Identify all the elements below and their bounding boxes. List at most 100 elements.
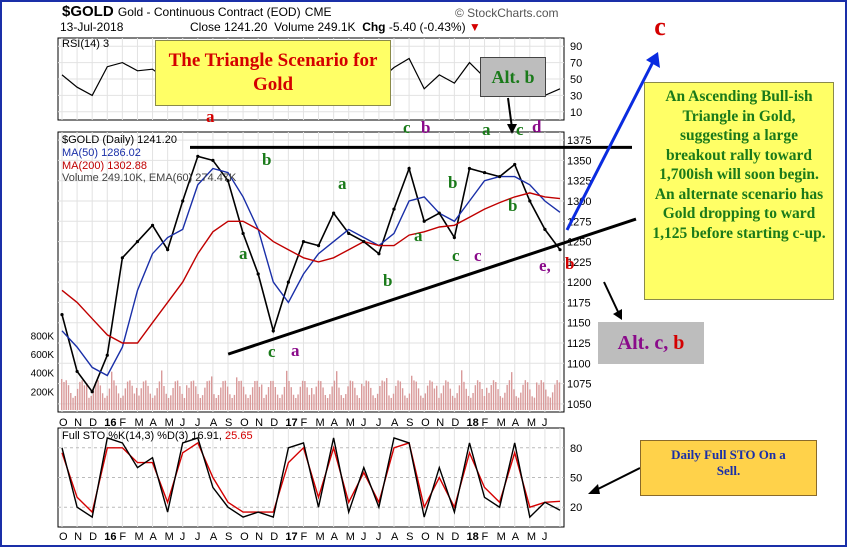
volume-bar	[226, 386, 229, 410]
grid-lines	[58, 38, 564, 527]
x-axis-label: A	[331, 531, 339, 543]
chg-down-icon: ▼	[468, 20, 481, 34]
volume-bar	[179, 386, 181, 410]
volume-tick-label: 200K	[31, 387, 55, 398]
volume-bar	[195, 386, 197, 410]
volume-bar	[531, 396, 533, 410]
arrow-alt-c-line	[603, 281, 621, 317]
volume-bar	[376, 393, 379, 410]
volume-bar	[131, 385, 133, 410]
alt-b-box: Alt. b	[480, 57, 546, 97]
alt-cb-b: b	[673, 332, 685, 354]
volume-bar	[197, 394, 199, 410]
volume-bar	[381, 380, 383, 410]
scenario-note: An Ascending Bull-ish Triangle in Gold, …	[644, 82, 834, 300]
volume-bar	[156, 388, 158, 410]
chart-stats: Close 1241.20 Volume 249.1K Chg -5.40 (-…	[190, 20, 481, 34]
volume-bar	[113, 380, 115, 410]
wave-label-a-green-4: a	[414, 226, 423, 245]
volume-bar	[465, 388, 467, 410]
volume-bar	[476, 380, 479, 410]
volume-bar	[556, 380, 558, 410]
breakout-arrow-line	[565, 57, 657, 231]
volume-bar	[313, 394, 315, 410]
volume-bar	[356, 395, 358, 410]
price-point	[105, 353, 109, 357]
x-axis-label: 17	[285, 531, 297, 543]
wave-label-a-purple: a	[291, 341, 300, 360]
volume-bar	[176, 380, 179, 410]
volume-bar	[138, 395, 140, 410]
volume-bar	[504, 392, 506, 410]
x-axis-label: A	[150, 417, 158, 429]
volume-legend: Volume 249.10K, EMA(60) 274.47K	[62, 172, 237, 184]
volume-bar	[83, 385, 86, 410]
volume-bar	[299, 386, 302, 410]
volume-bar	[483, 396, 486, 410]
watermark: © StockCharts.com	[455, 6, 559, 20]
volume-bar	[311, 387, 313, 410]
volume-bar	[331, 386, 333, 410]
volume-bar	[472, 393, 474, 410]
volume-bar	[231, 397, 233, 410]
volume-bar	[424, 393, 427, 410]
volume-bar	[120, 397, 122, 410]
x-axis-label: M	[346, 417, 355, 429]
volume-bar	[399, 381, 402, 410]
volume-bar	[488, 392, 490, 410]
volume-bar	[170, 395, 172, 410]
volume-bar	[124, 388, 127, 410]
ma50-series-line	[61, 167, 561, 377]
sto-tick-label: 20	[570, 502, 582, 514]
x-axis-label: J	[195, 531, 201, 543]
volume-bar	[536, 382, 538, 410]
price-label: $GOLD (Daily) 1241.20	[62, 134, 177, 146]
x-axis-label: M	[527, 531, 536, 543]
x-axis-label: A	[210, 417, 218, 429]
volume-bar	[342, 397, 345, 410]
volume-bar	[336, 371, 338, 410]
volume-bar	[236, 377, 238, 410]
rsi-tick-label: 90	[570, 41, 582, 53]
volume-bar	[63, 381, 65, 410]
x-axis-label: M	[346, 531, 355, 543]
volume-bar	[413, 380, 415, 410]
x-axis-label: D	[451, 531, 459, 543]
price-point	[407, 166, 411, 171]
close-value: 1241.20	[224, 20, 268, 34]
x-axis-label: O	[240, 417, 249, 429]
volume-bar	[188, 387, 190, 410]
x-axis-label: D	[270, 531, 278, 543]
close-label: Close	[190, 20, 221, 34]
rsi-label: RSI(14) 3	[62, 38, 109, 50]
price-point	[528, 199, 532, 203]
wave-label-b-green-3: b	[448, 173, 458, 192]
volume-bar	[292, 394, 295, 410]
axis-ticks: 1375135013251300127512501225120011751150…	[31, 41, 592, 514]
price-point	[301, 239, 306, 244]
volume-bar	[551, 392, 554, 410]
x-axis-label: S	[225, 531, 232, 543]
arrow-sto-head	[588, 484, 600, 494]
volume-bar	[497, 389, 499, 410]
volume-bar	[545, 389, 547, 410]
price-tick-label: 1150	[567, 318, 591, 330]
volume-bar	[74, 395, 77, 410]
x-axis-label: 18	[466, 417, 478, 429]
volume-bar	[86, 383, 88, 410]
volume-bar	[117, 393, 120, 410]
volume-bar	[238, 381, 240, 410]
volume-bar	[108, 388, 111, 410]
x-axis-label: D	[89, 417, 97, 429]
chg-label: Chg	[362, 20, 386, 34]
rsi-value: 3	[102, 38, 110, 50]
volume-value: 249.1K	[317, 20, 356, 34]
volume-bar	[315, 386, 317, 410]
volume-bar	[508, 380, 511, 410]
x-axis-label: A	[331, 417, 339, 429]
x-axis-label: J	[361, 417, 367, 429]
volume-bar	[211, 376, 213, 410]
volume-bar	[79, 381, 81, 410]
arrow-alt-b-head	[507, 124, 517, 134]
volume-bar	[72, 397, 74, 410]
